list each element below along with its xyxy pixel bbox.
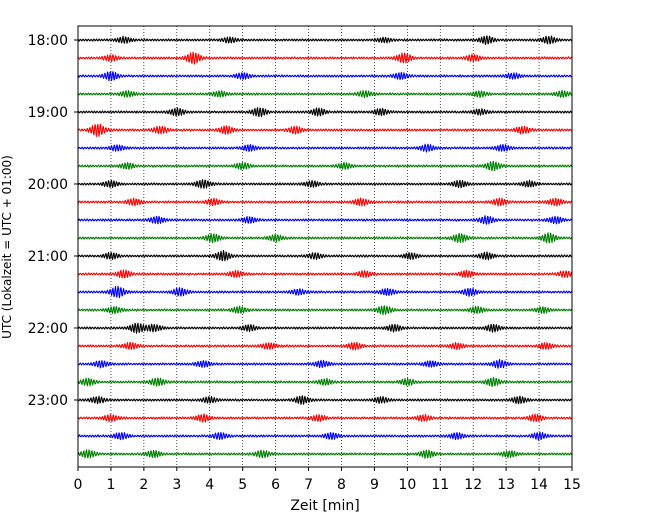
trace-line — [77, 285, 573, 299]
x-tick-label: 1 — [106, 477, 115, 493]
y-tick-label: 20:00 — [28, 177, 68, 193]
x-tick-label: 11 — [431, 477, 449, 493]
x-axis-label: Zeit [min] — [290, 498, 359, 514]
trace-group — [77, 35, 573, 459]
y-tick-label: 22:00 — [28, 321, 68, 337]
x-tick-label: 4 — [205, 477, 214, 493]
trace-line — [77, 305, 573, 316]
plot-frame — [77, 25, 573, 468]
y-axis-label: UTC (Lokalzeit = UTC + 01:00) — [0, 155, 14, 339]
trace-line — [77, 160, 573, 172]
trace-line — [77, 250, 573, 262]
trace-line — [77, 269, 573, 279]
trace-line — [77, 107, 573, 118]
y-tick-label: 23:00 — [28, 393, 68, 409]
x-tick-label: 2 — [139, 477, 148, 493]
trace-line — [77, 449, 573, 459]
x-tick-label: 14 — [530, 477, 548, 493]
trace-line — [77, 322, 573, 334]
x-tick-label: 3 — [172, 477, 181, 493]
y-tick-label: 18:00 — [28, 33, 68, 49]
trace-line — [77, 395, 573, 405]
trace-line — [77, 376, 573, 388]
trace-line — [77, 197, 573, 207]
y-axis-ticks: 18:00 19:00 20:00 21:00 22:00 23:00 — [28, 33, 78, 409]
trace-line — [77, 143, 573, 153]
x-tick-label: 0 — [74, 477, 83, 493]
trace-line — [77, 89, 573, 99]
trace-line — [77, 232, 573, 244]
x-tick-label: 12 — [464, 477, 482, 493]
x-tick-label: 9 — [370, 477, 379, 493]
trace-line — [77, 123, 573, 137]
x-tick-label: 5 — [238, 477, 247, 493]
y-tick-label: 21:00 — [28, 249, 68, 265]
trace-line — [77, 215, 573, 225]
x-tick-label: 10 — [398, 477, 416, 493]
x-tick-label: 15 — [563, 477, 581, 493]
x-tick-label: 8 — [337, 477, 346, 493]
trace-line — [77, 71, 573, 82]
trace-line — [77, 35, 573, 46]
trace-line — [77, 51, 573, 65]
x-tick-label: 13 — [497, 477, 515, 493]
x-axis-ticks: 0 1 2 3 4 5 6 7 8 9 10 11 12 13 14 15 — [74, 467, 581, 493]
trace-line — [77, 358, 573, 369]
trace-line — [77, 413, 573, 423]
trace-line — [77, 341, 573, 351]
trace-line — [77, 179, 573, 189]
x-tick-label: 7 — [304, 477, 313, 493]
trace-line — [77, 431, 573, 441]
x-tick-label: 6 — [271, 477, 280, 493]
y-tick-label: 19:00 — [28, 105, 68, 121]
